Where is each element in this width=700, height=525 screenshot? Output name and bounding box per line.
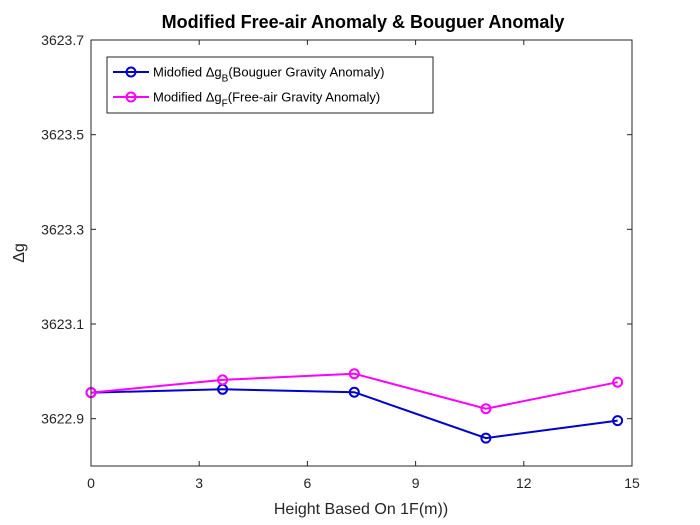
y-tick-label: 3623.3 (41, 221, 84, 237)
y-tick-label: 3622.9 (41, 411, 84, 427)
y-tick-label: 3623.7 (41, 32, 84, 48)
series-0-point (348, 386, 360, 398)
series-1-point (217, 374, 229, 386)
legend-label: Modified ΔgF(Free-air Gravity Anomaly) (153, 90, 380, 110)
x-tick-label: 12 (516, 475, 532, 491)
axes-box (90, 39, 633, 467)
series-1-line (90, 372, 618, 410)
series-0-line (90, 388, 618, 440)
x-tick-label: 6 (304, 475, 312, 491)
series-1-point (348, 368, 360, 380)
chart-title: Modified Free-air Anomaly & Bouguer Anom… (162, 12, 565, 32)
legend-item-0: Midofied ΔgB(Bouguer Gravity Anomaly) (113, 65, 384, 85)
series-1-point (612, 376, 624, 388)
legend-swatch-marker (125, 66, 137, 78)
x-tick-label: 0 (87, 475, 95, 491)
axes-layer: 0 3 6 9 12 15 3622.9 3623.1 3623.3 3623.5 3623.7 (41, 32, 640, 491)
x-tick-label: 3 (195, 475, 203, 491)
y-axis-label: Δg (11, 243, 28, 263)
y-tick-label: 3623.1 (41, 316, 84, 332)
series-0-point (480, 432, 492, 444)
legend-swatch-marker (125, 91, 137, 103)
legend-label: Midofied ΔgB(Bouguer Gravity Anomaly) (153, 65, 384, 85)
x-tick-label: 9 (412, 475, 420, 491)
legend-item-1: Modified ΔgF(Free-air Gravity Anomaly) (113, 90, 380, 110)
x-axis-label: Height Based On 1F(m)) (274, 501, 448, 518)
y-tick-label: 3623.5 (41, 127, 84, 143)
series-1-point (480, 403, 492, 415)
legend: Midofied ΔgB(Bouguer Gravity Anomaly) Mod… (106, 56, 434, 114)
legend-box (106, 56, 434, 114)
x-tick-label: 15 (624, 475, 640, 491)
series-0-point (612, 415, 624, 427)
